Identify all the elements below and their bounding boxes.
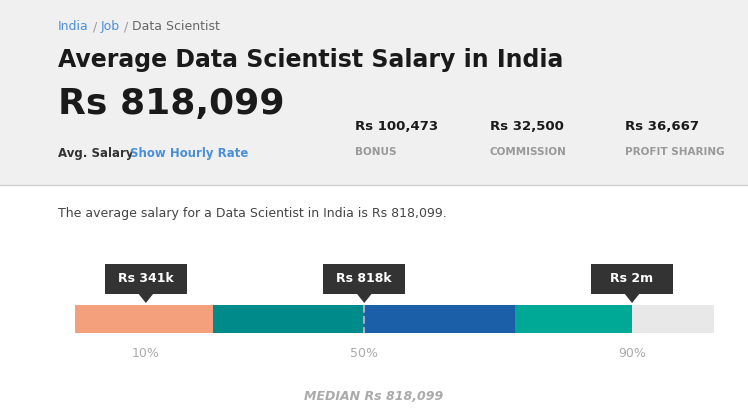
Text: Rs 100,473: Rs 100,473 <box>355 120 438 133</box>
Text: Rs 818k: Rs 818k <box>337 272 392 286</box>
FancyBboxPatch shape <box>591 264 673 294</box>
Polygon shape <box>138 293 154 303</box>
Text: India: India <box>58 20 89 33</box>
Text: /: / <box>89 20 101 33</box>
Text: 90%: 90% <box>618 347 646 360</box>
Bar <box>213 305 364 333</box>
Polygon shape <box>356 293 373 303</box>
Text: Average Data Scientist Salary in India: Average Data Scientist Salary in India <box>58 48 563 72</box>
FancyBboxPatch shape <box>323 264 405 294</box>
Text: Show Hourly Rate: Show Hourly Rate <box>130 147 248 160</box>
Text: The average salary for a Data Scientist in India is Rs 818,099.: The average salary for a Data Scientist … <box>58 207 447 220</box>
Bar <box>75 305 714 333</box>
Text: Rs 2m: Rs 2m <box>610 272 654 286</box>
Bar <box>515 305 632 333</box>
Text: COMMISSION: COMMISSION <box>490 147 567 157</box>
Text: Avg. Salary: Avg. Salary <box>58 147 133 160</box>
Text: PROFIT SHARING: PROFIT SHARING <box>625 147 725 157</box>
Bar <box>364 305 515 333</box>
Polygon shape <box>624 293 640 303</box>
Text: 50%: 50% <box>350 347 378 360</box>
Text: Job: Job <box>101 20 120 33</box>
FancyBboxPatch shape <box>105 264 187 294</box>
Text: Data Scientist: Data Scientist <box>132 20 220 33</box>
Text: Rs 341k: Rs 341k <box>118 272 174 286</box>
Text: Rs 36,667: Rs 36,667 <box>625 120 699 133</box>
Text: BONUS: BONUS <box>355 147 396 157</box>
Bar <box>75 305 213 333</box>
Text: Rs 32,500: Rs 32,500 <box>490 120 564 133</box>
Text: 10%: 10% <box>132 347 160 360</box>
Text: /: / <box>120 20 132 33</box>
Text: Rs 818,099: Rs 818,099 <box>58 87 285 121</box>
Text: MEDIAN Rs 818,099: MEDIAN Rs 818,099 <box>304 390 444 403</box>
